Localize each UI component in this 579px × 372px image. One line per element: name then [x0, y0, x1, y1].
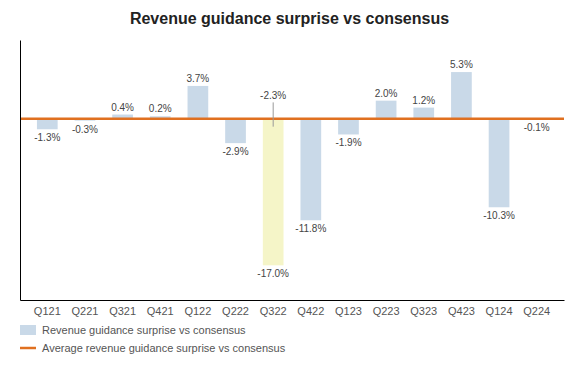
x-tick: Q222 [222, 300, 249, 317]
y-axis-line [20, 41, 21, 301]
bar [188, 86, 209, 118]
plot: Q121 Q221 Q321 Q421 Q122 Q222 Q322 Q422 Q123 Q223… [20, 41, 565, 317]
x-tick: Q423 [448, 300, 475, 317]
data-label: 0.2% [149, 103, 172, 114]
bar [225, 118, 246, 143]
x-tick: Q323 [410, 300, 437, 317]
data-label: 1.2% [412, 95, 435, 106]
x-tick-label: Q322 [260, 305, 287, 317]
data-label: 2.0% [375, 88, 398, 99]
data-label: -0.3% [72, 124, 98, 135]
x-tick: Q322 [260, 300, 287, 317]
legend-label: Average revenue guidance surprise vs con… [42, 342, 286, 354]
x-tick-label: Q422 [297, 305, 324, 317]
x-tick: Q224 [523, 300, 550, 317]
bar [413, 108, 434, 118]
x-tick: Q422 [297, 300, 324, 317]
average-line [20, 118, 564, 121]
x-tick-label: Q122 [184, 305, 211, 317]
x-tick-label: Q223 [373, 305, 400, 317]
bar [489, 118, 510, 207]
legend-item: Average revenue guidance surprise vs con… [20, 342, 286, 354]
legend: Revenue guidance surprise vs consensus Av… [20, 324, 286, 354]
x-tick: Q123 [335, 300, 362, 317]
bar [376, 101, 397, 118]
bar [338, 118, 359, 134]
legend-swatch [20, 347, 36, 350]
data-label: -1.3% [34, 132, 60, 143]
x-tick-label: Q121 [34, 305, 61, 317]
x-tick: Q321 [109, 300, 136, 317]
x-tick: Q124 [486, 300, 513, 317]
annotation-leader [273, 102, 274, 126]
bar [263, 118, 284, 265]
x-axis-line [21, 300, 565, 301]
data-label: -2.9% [222, 146, 248, 157]
x-tick-label: Q423 [448, 305, 475, 317]
data-label: -1.9% [335, 137, 361, 148]
x-axis: Q121 Q221 Q321 Q421 Q122 Q222 Q322 Q422 Q123 Q223… [21, 300, 565, 317]
x-tick: Q121 [34, 300, 61, 317]
data-label: -17.0% [257, 268, 289, 279]
bar [451, 72, 472, 118]
x-tick-label: Q421 [147, 305, 174, 317]
data-label: -11.8% [295, 223, 326, 234]
chart: Revenue guidance surprise vs consensus Q1… [0, 0, 579, 372]
bar [300, 118, 321, 220]
legend-item: Revenue guidance surprise vs consensus [20, 324, 246, 336]
x-tick: Q421 [147, 300, 174, 317]
data-label: 5.3% [450, 59, 473, 70]
y-axis [20, 41, 21, 301]
x-tick-label: Q321 [109, 305, 136, 317]
data-label: 0.4% [111, 102, 134, 113]
annotation: -2.3% [260, 90, 286, 101]
x-tick-label: Q222 [222, 305, 249, 317]
x-tick-label: Q124 [486, 305, 513, 317]
bar [112, 115, 133, 118]
legend-swatch [20, 325, 36, 335]
legend-label: Revenue guidance surprise vs consensus [42, 324, 246, 336]
x-tick-label: Q323 [410, 305, 437, 317]
data-label: -0.1% [524, 122, 550, 133]
x-tick: Q223 [373, 300, 400, 317]
data-label: 3.7% [186, 73, 209, 84]
x-tick: Q221 [71, 300, 98, 317]
marks [20, 72, 564, 265]
x-tick-label: Q224 [523, 305, 550, 317]
labels: -1.3% -0.3% 0.4% 0.2% 3.7% -2.9% -17.0% -11.8% -… [34, 59, 550, 279]
x-tick-label: Q123 [335, 305, 362, 317]
x-tick: Q122 [184, 300, 211, 317]
title: Revenue guidance surprise vs consensus [130, 10, 449, 27]
x-tick-label: Q221 [71, 305, 98, 317]
data-label: -10.3% [483, 210, 515, 221]
